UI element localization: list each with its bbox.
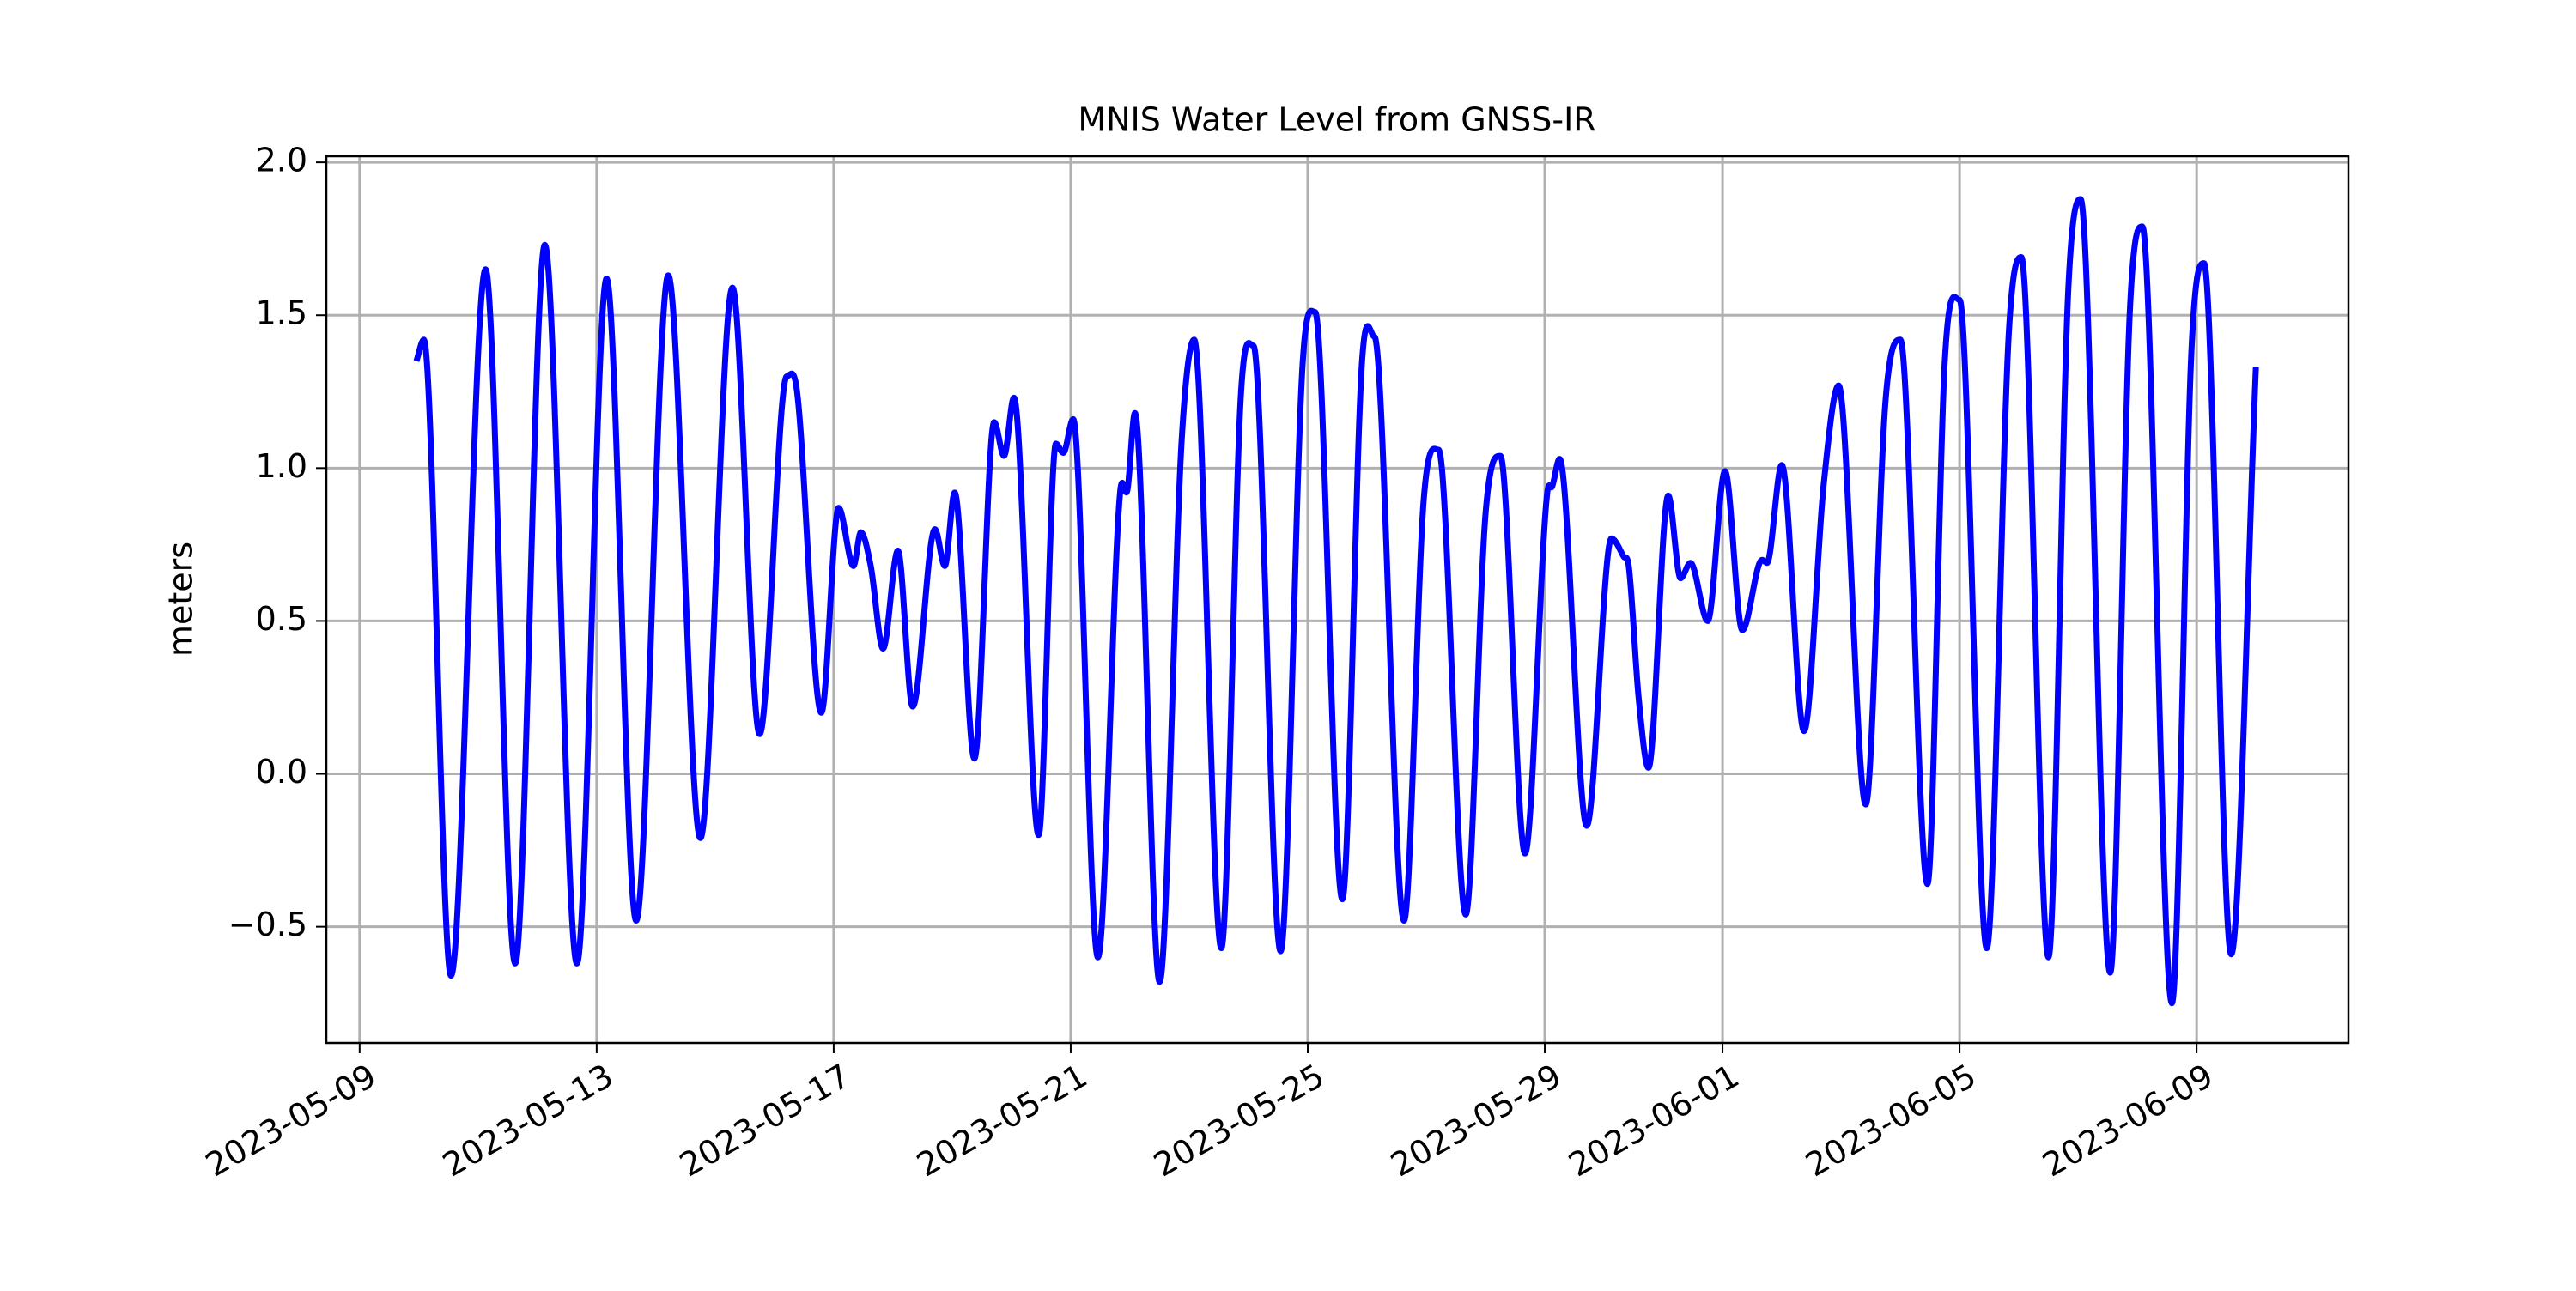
y-tick-label: 0.5 xyxy=(256,600,307,638)
y-tick-label: 0.0 xyxy=(256,753,307,791)
series-line xyxy=(413,196,2259,1007)
x-tick-label: 2023-05-29 xyxy=(1384,1057,1567,1185)
x-tick-label: 2023-05-09 xyxy=(199,1057,382,1185)
y-tick-label: 1.5 xyxy=(256,294,307,332)
y-tick-label: 1.0 xyxy=(256,447,307,485)
y-tick-label: −0.5 xyxy=(228,906,307,943)
plot-frame xyxy=(325,155,2350,1045)
x-tick-label: 2023-05-21 xyxy=(910,1057,1093,1185)
y-axis-label: meters xyxy=(162,542,200,657)
y-tick-label: 2.0 xyxy=(256,142,307,179)
chart-title: MNIS Water Level from GNSS-IR xyxy=(1078,101,1595,139)
x-tick-label: 2023-05-17 xyxy=(673,1057,856,1185)
x-tick-label: 2023-06-09 xyxy=(2036,1057,2219,1185)
x-tick-label: 2023-06-05 xyxy=(1799,1057,1982,1185)
x-tick-label: 2023-06-01 xyxy=(1562,1057,1745,1185)
x-tick-label: 2023-05-13 xyxy=(436,1057,619,1185)
x-tick-label: 2023-05-25 xyxy=(1147,1057,1330,1185)
